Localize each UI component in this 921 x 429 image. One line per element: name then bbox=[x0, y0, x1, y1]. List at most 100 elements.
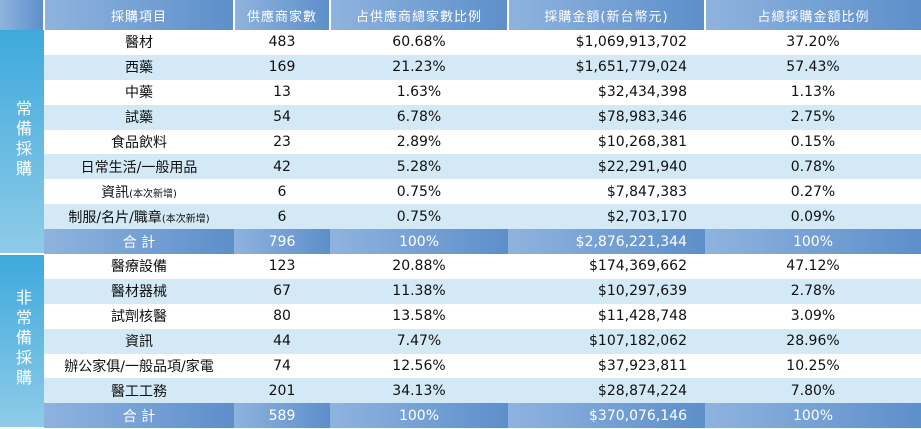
count: 80 bbox=[273, 308, 291, 325]
count: 6 bbox=[234, 204, 330, 230]
amount: $10,268,381 bbox=[597, 134, 687, 150]
item-cell: 試劑核醫 bbox=[44, 304, 234, 329]
header-row: 採購項目 供應商家數 占供應商總家數比例 採購金額(新台幣元) 占總採購金額比例 bbox=[0, 0, 921, 30]
header-cell: 供應商家數 bbox=[233, 0, 330, 30]
supplier-ratio: 12.56% bbox=[392, 358, 446, 375]
supplier-ratio: 100% bbox=[330, 403, 508, 429]
table-body: 常備採購 醫材 483 60.68% $1,069,913,702 37.20% 西藥 169… bbox=[0, 30, 921, 429]
count: 74 bbox=[273, 358, 291, 375]
amount: $1,069,913,702 bbox=[575, 34, 687, 51]
amount-ratio: 7.80% bbox=[705, 378, 921, 404]
count: 6 bbox=[277, 183, 287, 200]
supplier-ratio: 5.28% bbox=[330, 154, 508, 180]
amount: $2,703,170 bbox=[508, 204, 705, 230]
item: 醫材 bbox=[125, 35, 153, 52]
amount: $37,923,811 bbox=[597, 358, 687, 375]
item: 醫材器械 bbox=[111, 284, 167, 301]
item-cell: 資訊 bbox=[44, 328, 234, 354]
amount-ratio: 47.12% bbox=[786, 258, 840, 275]
count: 169 bbox=[234, 54, 330, 80]
data-row: 食品飲料 23 2.89% $10,268,381 0.15% bbox=[0, 130, 921, 155]
item-cell: 試藥 bbox=[44, 104, 234, 130]
item: 試藥 bbox=[125, 110, 153, 127]
supplier-ratio: 0.75% bbox=[396, 183, 442, 200]
count: 67 bbox=[234, 278, 330, 304]
supplier-ratio: 60.68% bbox=[392, 34, 446, 51]
data-row: 非常備採購 醫療設備 123 20.88% $174,369,662 47.12% bbox=[0, 254, 921, 429]
item: 中藥 bbox=[125, 85, 153, 102]
data-row: 常備採購 醫材 483 60.68% $1,069,913,702 37.20% bbox=[0, 30, 921, 256]
amount: $107,182,062 bbox=[508, 328, 705, 354]
amount: $22,291,940 bbox=[508, 154, 705, 180]
amount-ratio: 28.96% bbox=[705, 328, 921, 354]
amount-ratio: 2.75% bbox=[705, 104, 921, 130]
supplier-ratio: 0.75% bbox=[330, 204, 508, 230]
item-cell: 制服/名片/職章(本次新增) bbox=[44, 204, 234, 230]
count: 483 bbox=[268, 34, 296, 51]
count: 54 bbox=[234, 104, 330, 130]
amount-ratio: 100% bbox=[705, 229, 921, 255]
data-row: 制服/名片/職章(本次新增) 6 0.75% $2,703,170 0.09% bbox=[0, 204, 921, 230]
item-cell: 辦公家俱/一般品項/家電 bbox=[44, 354, 234, 379]
count: 23 bbox=[273, 134, 291, 150]
amount-ratio: 0.09% bbox=[705, 204, 921, 230]
amount: $11,428,748 bbox=[597, 308, 687, 325]
group-label: 非常備採購 bbox=[13, 289, 32, 390]
amount-ratio: 10.25% bbox=[786, 358, 840, 375]
data-row: 試劑核醫 80 13.58% $11,428,748 3.09% bbox=[0, 304, 921, 329]
item-cell: 醫療設備 bbox=[44, 254, 234, 279]
data-row: 辦公家俱/一般品項/家電 74 12.56% $37,923,811 10.25% bbox=[0, 354, 921, 379]
amount: $10,297,639 bbox=[508, 278, 705, 304]
item-cell: 醫材器械 bbox=[44, 278, 234, 304]
count: 201 bbox=[234, 378, 330, 404]
amount-ratio: 1.13% bbox=[790, 84, 836, 101]
corner bbox=[0, 0, 44, 30]
amount-ratio: 57.43% bbox=[705, 54, 921, 80]
item: 辦公家俱/一般品項/家電 bbox=[64, 359, 214, 376]
group-label: 常備採購 bbox=[13, 99, 32, 180]
item: 日常生活/一般用品 bbox=[80, 159, 198, 176]
item-cell: 西藥 bbox=[44, 54, 234, 80]
data-row: 醫材器械 67 11.38% $10,297,639 2.78% bbox=[0, 278, 921, 304]
count: 44 bbox=[234, 328, 330, 354]
item: 食品飲料 bbox=[111, 135, 167, 151]
amount-ratio: 0.15% bbox=[790, 134, 836, 150]
data-row: 日常生活/一般用品 42 5.28% $22,291,940 0.78% bbox=[0, 154, 921, 180]
supplier-ratio: 20.88% bbox=[392, 258, 446, 275]
item: 合 計 bbox=[122, 408, 156, 425]
header-cell: 占供應商總家數比例 bbox=[329, 0, 508, 30]
item: 資訊 bbox=[101, 184, 130, 201]
count: 42 bbox=[234, 154, 330, 180]
amount: $7,847,383 bbox=[606, 183, 687, 200]
amount: $32,434,398 bbox=[597, 84, 687, 101]
item: 制服/名片/職章 bbox=[68, 209, 162, 226]
count: 13 bbox=[273, 84, 291, 101]
data-row: 醫工工務 201 34.13% $28,874,224 7.80% bbox=[0, 378, 921, 404]
supplier-ratio: 1.63% bbox=[396, 84, 442, 101]
item-cell: 醫工工務 bbox=[44, 378, 234, 404]
amount: $78,983,346 bbox=[508, 104, 705, 130]
item-note: (本次新增) bbox=[161, 213, 210, 225]
item: 合 計 bbox=[122, 234, 156, 251]
amount: $174,369,662 bbox=[589, 258, 687, 275]
amount-ratio: 0.27% bbox=[790, 183, 836, 200]
item-cell: 合 計 bbox=[44, 229, 234, 255]
data-row: 資訊 44 7.47% $107,182,062 28.96% bbox=[0, 328, 921, 354]
item-cell: 醫材 bbox=[44, 30, 234, 55]
amount-ratio: 37.20% bbox=[786, 34, 840, 51]
amount-ratio: 3.09% bbox=[790, 308, 836, 325]
item-cell: 資訊(本次新增) bbox=[44, 179, 234, 204]
item: 醫療設備 bbox=[111, 259, 167, 276]
item-note: (本次新增) bbox=[129, 188, 177, 200]
item-cell: 合 計 bbox=[44, 403, 234, 429]
supplier-ratio: 6.78% bbox=[330, 104, 508, 130]
item: 醫工工務 bbox=[111, 383, 167, 400]
supplier-ratio: 7.47% bbox=[330, 328, 508, 354]
amount-ratio: 0.78% bbox=[705, 154, 921, 180]
supplier-ratio: 11.38% bbox=[330, 278, 508, 304]
amount: $370,076,146 bbox=[508, 403, 705, 429]
item: 試劑核醫 bbox=[111, 309, 167, 326]
count: 589 bbox=[234, 403, 330, 429]
